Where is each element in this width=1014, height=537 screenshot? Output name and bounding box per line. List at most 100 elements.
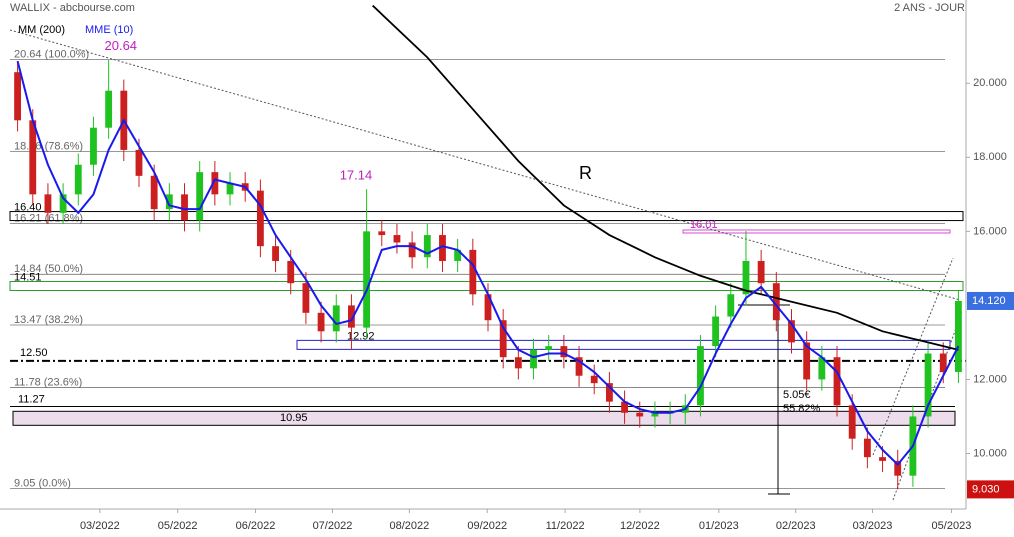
candle-body (317, 312, 325, 332)
zone-label: 16.40 (14, 201, 42, 213)
candle-body (469, 249, 477, 295)
candle-body (393, 235, 401, 243)
candle-body (484, 294, 492, 321)
candle-body (90, 127, 97, 165)
candle-body (408, 242, 416, 258)
measure-percent: 55.82% (783, 403, 821, 415)
candle-body (196, 172, 204, 221)
candle-body (181, 194, 188, 221)
candle-body (14, 72, 22, 121)
x-tick-label: 01/2023 (699, 520, 739, 532)
candle-body (530, 349, 537, 369)
candle-body (514, 357, 522, 369)
y-tick-label: 12.000 (973, 373, 1007, 385)
fib-label: 9.05 (0.0%) (14, 478, 71, 490)
candle-body (44, 194, 52, 213)
candle-body (605, 383, 613, 402)
legend-entry: MM (200) (18, 24, 65, 36)
candle-body (939, 353, 947, 373)
candle-body (29, 120, 37, 195)
candle-body (894, 460, 902, 476)
candle-body (211, 172, 219, 195)
candle-body (651, 412, 659, 417)
candle-body (818, 357, 826, 380)
y-tick-label: 20.000 (973, 77, 1007, 89)
y-tick-label: 18.000 (973, 151, 1007, 163)
candle-body (165, 194, 173, 210)
low-price-tag-label: 9.030 (972, 483, 1000, 495)
resistance-band (682, 229, 951, 234)
x-tick-label: 05/2022 (158, 520, 198, 532)
candle-body (697, 346, 704, 406)
candle-body (560, 346, 568, 358)
indicator-line (16, 60, 960, 467)
candle-body (621, 401, 628, 413)
price-marker: 17.14 (340, 168, 373, 183)
fib-label: 13.47 (38.2%) (14, 314, 83, 326)
candle-body (439, 235, 446, 261)
candle-body (757, 260, 765, 284)
candle-body (332, 305, 340, 332)
candle-body (575, 357, 583, 376)
channel-line (872, 257, 954, 456)
fib-label: 11.78 (23.6%) (14, 376, 82, 388)
measure-amount: 5.05€ (783, 389, 811, 401)
candle-body (256, 190, 264, 247)
x-tick-label: 09/2022 (467, 520, 507, 532)
candle-body (150, 175, 158, 210)
candle-body (363, 231, 371, 328)
candle-body (348, 305, 355, 328)
level-label: 10.95 (280, 412, 308, 424)
last-price-tag-label: 14.120 (972, 295, 1006, 307)
zone-label: 12.92 (347, 330, 375, 342)
x-tick-label: 03/2023 (853, 520, 893, 532)
chart-title: WALLIX - abcbourse.com (10, 2, 135, 14)
legend-entry: MME (10) (85, 24, 133, 36)
candle-body (848, 405, 856, 439)
x-tick-label: 08/2022 (390, 520, 430, 532)
candle-body (590, 375, 598, 384)
x-tick-label: 05/2023 (932, 520, 972, 532)
y-tick-label: 10.000 (973, 447, 1007, 459)
x-tick-label: 02/2023 (776, 520, 816, 532)
candle-body (833, 357, 841, 406)
x-tick-label: 12/2022 (620, 520, 660, 532)
candle-body (788, 320, 795, 343)
x-tick-label: 07/2022 (313, 520, 353, 532)
indicator-line (372, 4, 959, 351)
candle-body (59, 194, 67, 213)
price-marker: 20.64 (105, 38, 138, 53)
candle-body (74, 164, 82, 195)
candle-body (636, 412, 644, 417)
candle-body (226, 183, 234, 195)
candle-body (712, 316, 720, 347)
zone-box (9, 211, 964, 222)
candle-body (803, 342, 811, 380)
candle-body (863, 438, 871, 458)
level-label: 12.50 (20, 347, 48, 359)
zone-label: 14.51 (14, 271, 42, 283)
level-label: 11.27 (18, 393, 45, 405)
candle-body (302, 283, 310, 313)
candle-body (954, 300, 962, 373)
fib-label: 16.21 (61.8%) (14, 212, 83, 224)
trend-line (9, 29, 961, 301)
candle-body (287, 260, 295, 284)
y-tick-label: 16.000 (973, 225, 1007, 237)
x-tick-label: 03/2022 (80, 520, 120, 532)
candle-body (924, 353, 932, 417)
fib-label: 20.64 (100.0%) (14, 49, 89, 61)
last-price-tag (967, 291, 1014, 310)
candle-body (454, 249, 462, 261)
x-tick-label: 06/2022 (236, 520, 276, 532)
low-price-tag (967, 480, 1014, 499)
candle-body (772, 283, 780, 321)
x-tick-label: 11/2022 (546, 520, 585, 532)
fib-label: 18.16 (78.6%) (14, 140, 83, 152)
chart-subtitle: 2 ANS - JOUR (894, 2, 965, 14)
candle-body (378, 231, 386, 236)
resistance-label: 16.01 (690, 219, 718, 231)
